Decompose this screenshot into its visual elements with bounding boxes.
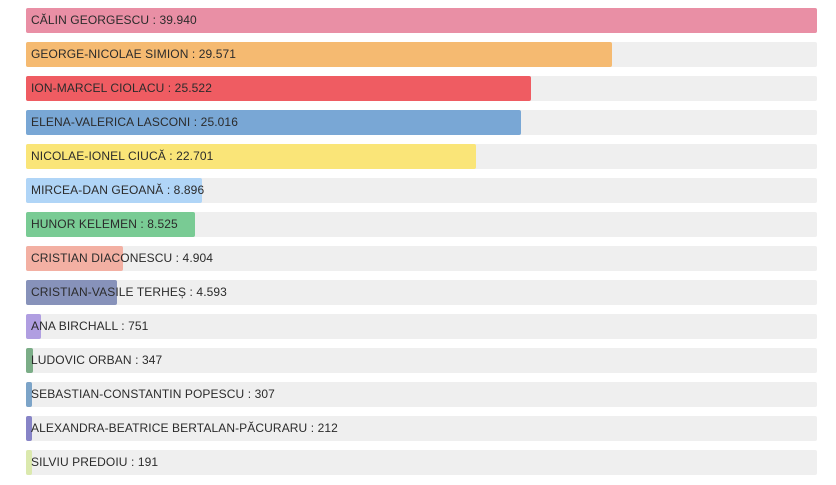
bar-label: SEBASTIAN-CONSTANTIN POPESCU : 307: [31, 387, 275, 401]
bar-track: ELENA-VALERICA LASCONI : 25.016: [26, 110, 817, 135]
bar-track: CRISTIAN-VASILE TERHEȘ : 4.593: [26, 280, 817, 305]
bar-track: CRISTIAN DIACONESCU : 4.904: [26, 246, 817, 271]
bar: [26, 76, 531, 101]
bar-track: SEBASTIAN-CONSTANTIN POPESCU : 307: [26, 382, 817, 407]
bar: [26, 110, 521, 135]
bar-label: LUDOVIC ORBAN : 347: [31, 353, 163, 367]
bar: [26, 416, 32, 441]
bar-label: CRISTIAN-VASILE TERHEȘ : 4.593: [31, 285, 227, 299]
bar: [26, 178, 202, 203]
bar-label: ION-MARCEL CIOLACU : 25.522: [31, 81, 212, 95]
bar: [26, 8, 817, 33]
bar-label: CRISTIAN DIACONESCU : 4.904: [31, 251, 214, 265]
bar-label: ALEXANDRA-BEATRICE BERTALAN-PĂCURARU : 2…: [31, 421, 338, 435]
bar-label: SILVIU PREDOIU : 191: [31, 455, 159, 469]
bar-label: CĂLIN GEORGESCU : 39.940: [31, 13, 197, 27]
bar: [26, 42, 612, 67]
bar: [26, 382, 32, 407]
bar-label: ELENA-VALERICA LASCONI : 25.016: [31, 115, 238, 129]
bar-track: NICOLAE-IONEL CIUCĂ : 22.701: [26, 144, 817, 169]
bar: [26, 280, 117, 305]
bar: [26, 314, 41, 339]
bar-label: GEORGE-NICOLAE SIMION : 29.571: [31, 47, 237, 61]
bar: [26, 144, 476, 169]
bar-track: SILVIU PREDOIU : 191: [26, 450, 817, 475]
bar: [26, 212, 195, 237]
bar-label: MIRCEA-DAN GEOANĂ : 8.896: [31, 183, 205, 197]
bar-track: GEORGE-NICOLAE SIMION : 29.571: [26, 42, 817, 67]
bar-track: LUDOVIC ORBAN : 347: [26, 348, 817, 373]
bar-track: CĂLIN GEORGESCU : 39.940: [26, 8, 817, 33]
bar-label: ANA BIRCHALL : 751: [31, 319, 149, 333]
bar-track: ALEXANDRA-BEATRICE BERTALAN-PĂCURARU : 2…: [26, 416, 817, 441]
bar-track: ION-MARCEL CIOLACU : 25.522: [26, 76, 817, 101]
bar-label: NICOLAE-IONEL CIUCĂ : 22.701: [31, 149, 214, 163]
bar: [26, 246, 123, 271]
bar-track: HUNOR KELEMEN : 8.525: [26, 212, 817, 237]
bar-track: MIRCEA-DAN GEOANĂ : 8.896: [26, 178, 817, 203]
bar: [26, 348, 33, 373]
bar-label: HUNOR KELEMEN : 8.525: [31, 217, 178, 231]
bar: [26, 450, 32, 475]
bar-track: ANA BIRCHALL : 751: [26, 314, 817, 339]
